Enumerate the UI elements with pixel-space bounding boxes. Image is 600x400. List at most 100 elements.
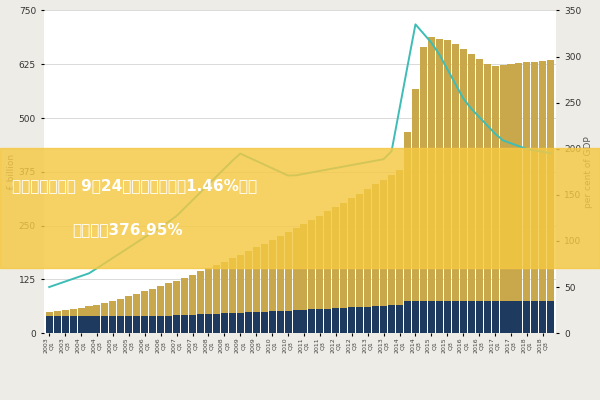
Bar	[165, 284, 172, 316]
Bar	[491, 301, 499, 333]
Bar	[269, 240, 275, 311]
Bar	[284, 311, 292, 333]
Text: 股溢价率376.95%: 股溢价率376.95%	[72, 222, 182, 238]
Bar	[356, 307, 363, 333]
Bar	[125, 296, 133, 316]
Bar	[444, 40, 451, 301]
Bar	[460, 301, 467, 333]
Bar	[452, 301, 459, 333]
Bar	[547, 301, 554, 333]
Bar	[149, 289, 156, 316]
Bar	[62, 316, 68, 333]
Bar	[293, 228, 299, 310]
Bar	[436, 39, 443, 301]
Bar	[301, 224, 307, 310]
Bar	[118, 298, 124, 316]
Bar	[245, 251, 252, 312]
Bar	[301, 310, 307, 333]
Bar	[364, 306, 371, 333]
Bar	[109, 316, 116, 333]
Bar	[460, 49, 467, 301]
Bar	[404, 301, 411, 333]
Bar	[53, 316, 61, 333]
Bar	[46, 316, 53, 333]
Bar	[253, 247, 260, 312]
Bar	[340, 202, 347, 308]
Bar	[77, 308, 85, 316]
Bar	[189, 275, 196, 315]
Bar	[539, 301, 547, 333]
Bar	[221, 262, 228, 314]
Bar	[532, 301, 538, 333]
Bar	[118, 316, 124, 333]
Bar	[491, 66, 499, 301]
Bar	[476, 301, 482, 333]
Bar	[348, 198, 355, 307]
Bar	[165, 316, 172, 333]
Bar	[141, 292, 148, 316]
Bar	[133, 294, 140, 316]
Bar	[428, 37, 435, 301]
Bar	[508, 64, 515, 301]
Bar	[101, 316, 109, 333]
Bar	[173, 315, 180, 333]
Bar	[94, 304, 100, 316]
Bar	[260, 312, 268, 333]
Bar	[515, 301, 523, 333]
Bar	[277, 311, 284, 333]
Bar	[316, 216, 323, 309]
Bar	[237, 255, 244, 313]
Bar	[253, 312, 260, 333]
Bar	[325, 211, 331, 309]
Bar	[380, 180, 387, 306]
Bar	[444, 301, 451, 333]
Bar	[539, 61, 547, 301]
Bar	[412, 301, 419, 333]
Bar	[484, 301, 491, 333]
Bar	[157, 316, 164, 333]
Bar	[260, 244, 268, 312]
Bar	[53, 311, 61, 316]
Bar	[396, 170, 403, 305]
Bar	[500, 301, 506, 333]
Bar	[245, 312, 252, 333]
Bar	[412, 89, 419, 301]
Bar	[70, 309, 77, 316]
Bar	[436, 301, 443, 333]
Bar	[500, 65, 506, 301]
Bar	[77, 316, 85, 333]
Bar	[532, 62, 538, 301]
Bar	[484, 64, 491, 301]
Bar	[237, 313, 244, 333]
Bar	[325, 309, 331, 333]
Bar	[452, 44, 459, 301]
Bar	[396, 305, 403, 333]
Bar	[229, 258, 236, 313]
Y-axis label: £ billion: £ billion	[7, 154, 16, 190]
Bar	[101, 303, 109, 316]
Bar	[332, 207, 340, 308]
Bar	[205, 268, 212, 314]
Bar	[364, 189, 371, 306]
Bar	[149, 316, 156, 333]
Bar	[46, 312, 53, 316]
Bar	[157, 286, 164, 316]
Bar	[308, 220, 316, 310]
Bar	[340, 308, 347, 333]
Bar	[508, 301, 515, 333]
Bar	[205, 314, 212, 333]
Bar	[420, 301, 427, 333]
Bar	[189, 315, 196, 333]
Y-axis label: per cent of GDP: per cent of GDP	[584, 136, 593, 208]
Bar	[141, 316, 148, 333]
Bar	[467, 54, 475, 301]
Bar	[85, 306, 92, 316]
Bar	[388, 305, 395, 333]
Bar	[229, 313, 236, 333]
Bar	[125, 316, 133, 333]
Bar	[284, 232, 292, 311]
Bar	[388, 175, 395, 305]
Bar	[523, 301, 530, 333]
Bar	[372, 184, 379, 306]
Bar	[372, 306, 379, 333]
